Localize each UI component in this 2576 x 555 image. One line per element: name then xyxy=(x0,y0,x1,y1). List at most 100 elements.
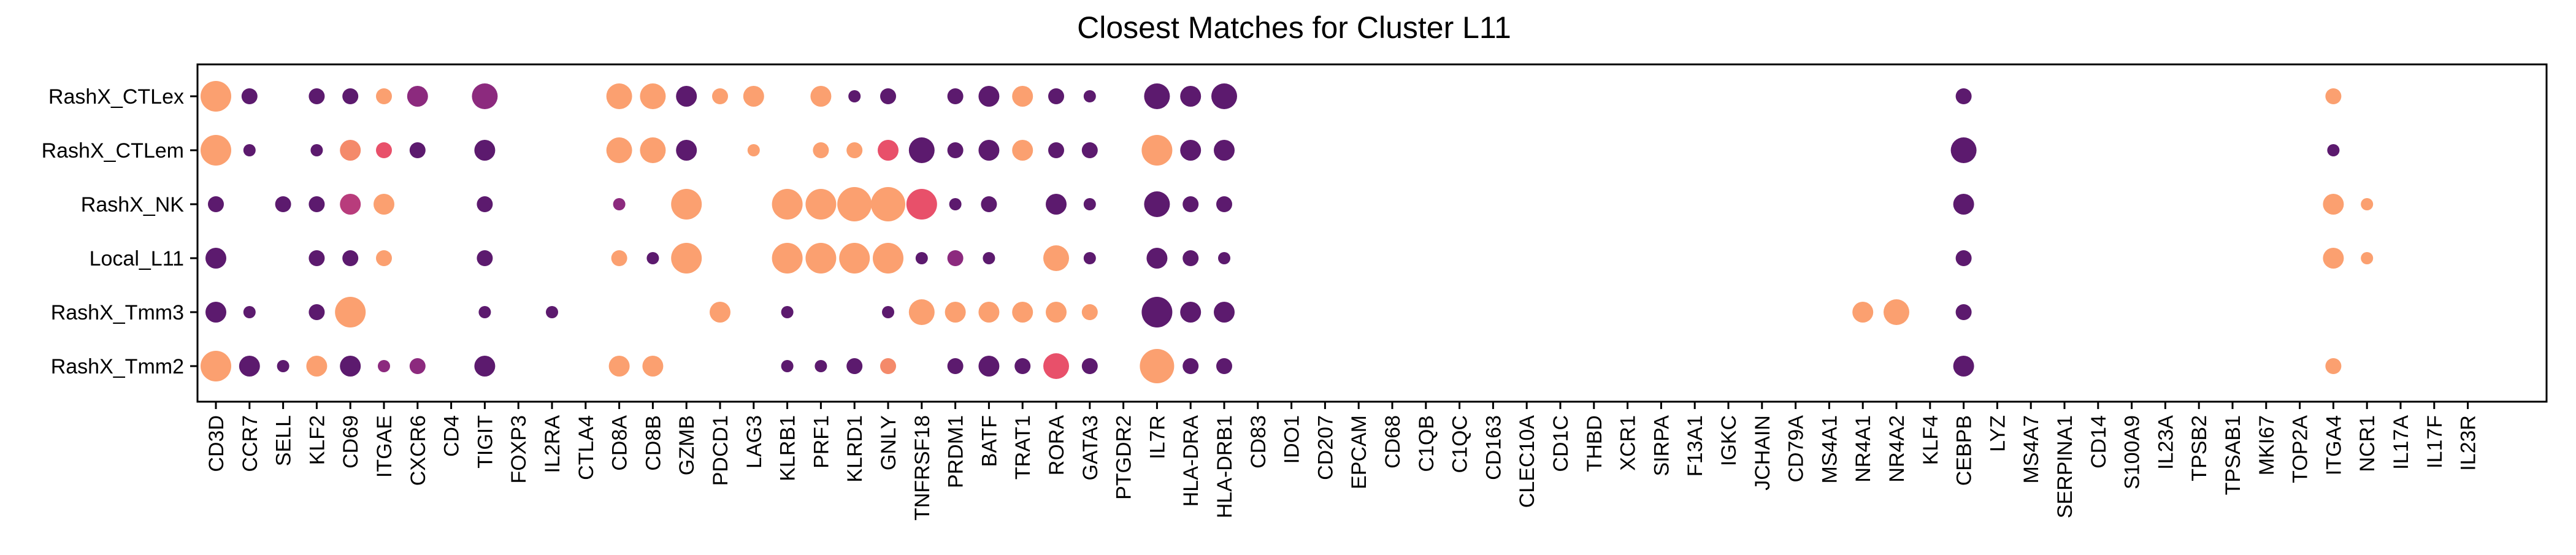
x-tick-label: F13A1 xyxy=(1684,415,1707,477)
dot-Local_L11-ITGAE xyxy=(376,250,392,266)
dot-RashX_CTLem-CD3D xyxy=(201,135,231,166)
x-tick-label: TPSB2 xyxy=(2188,415,2211,481)
x-tick-label: PDCD1 xyxy=(709,415,732,486)
dot-RashX_CTLem-RORA xyxy=(1048,142,1064,158)
x-tick-label: EPCAM xyxy=(1347,415,1371,489)
dot-RashX_CTLem-GATA3 xyxy=(1081,142,1098,158)
x-tick-label: ITGAE xyxy=(373,415,396,478)
dot-RashX_Tmm2-ITGA4 xyxy=(2325,358,2342,374)
x-tick-label: KLF4 xyxy=(1919,415,1942,465)
x-tick-label: NR4A1 xyxy=(1852,415,1875,483)
dot-Local_L11-CD8A xyxy=(611,250,627,266)
dot-RashX_Tmm2-KLRD1 xyxy=(846,358,863,374)
dot-RashX_Tmm2-CCR7 xyxy=(239,356,260,377)
x-tick-label: MKI67 xyxy=(2255,415,2279,475)
x-tick-label: THBD xyxy=(1583,415,1606,472)
x-tick-label: CD69 xyxy=(339,415,362,469)
dot-RashX_CTLem-TIGIT xyxy=(474,140,496,161)
dot-RashX_Tmm2-KLRB1 xyxy=(781,360,794,372)
dot-Local_L11-KLRD1 xyxy=(839,243,870,274)
dot-RashX_Tmm2-IL7R xyxy=(1140,349,1175,383)
x-tick-label: IDO1 xyxy=(1281,415,1304,464)
dot-RashX_Tmm3-HLA-DRB1 xyxy=(1214,302,1235,323)
dot-RashX_CTLem-IL7R xyxy=(1141,135,1173,166)
x-tick-label: IGKC xyxy=(1717,415,1741,466)
x-tick-label: SELL xyxy=(272,415,296,466)
dot-RashX_CTLem-GNLY xyxy=(878,140,899,161)
x-tick-label: KLRB1 xyxy=(776,415,800,481)
dot-RashX_Tmm2-GATA3 xyxy=(1081,358,1098,374)
dot-RashX_Tmm2-TIGIT xyxy=(474,356,496,377)
dot-RashX_CTLex-GZMB xyxy=(676,86,697,107)
dot-RashX_Tmm3-IL7R xyxy=(1141,297,1173,327)
dot-RashX_Tmm3-IL2RA xyxy=(546,306,558,318)
x-tick-label: PTGDR2 xyxy=(1113,415,1136,500)
dot-RashX_CTLem-BATF xyxy=(978,140,1000,161)
dot-RashX_CTLem-CEBPB xyxy=(1950,137,1977,163)
x-tick-label: IL7R xyxy=(1146,415,1169,459)
dot-RashX_Tmm2-TRAT1 xyxy=(1014,358,1031,374)
x-tick-label: KLF2 xyxy=(305,415,329,465)
dot-Local_L11-BATF xyxy=(983,252,995,264)
x-tick-label: HLA-DRA xyxy=(1179,415,1203,507)
dot-Local_L11-HLA-DRA xyxy=(1183,250,1199,266)
dot-RashX_Tmm2-KLF2 xyxy=(306,356,328,377)
dot-RashX_CTLex-GNLY xyxy=(880,88,896,104)
dot-RashX_NK-HLA-DRA xyxy=(1183,196,1199,212)
dot-RashX_Tmm2-ITGAE xyxy=(378,360,390,372)
x-tick-label: JCHAIN xyxy=(1751,415,1774,491)
x-tick-label: CD14 xyxy=(2087,415,2110,469)
dot-RashX_Tmm3-TNFRSF18 xyxy=(908,299,935,325)
x-tick-label: RORA xyxy=(1045,415,1068,476)
dot-RashX_Tmm3-NR4A1 xyxy=(1852,302,1874,323)
dot-RashX_Tmm3-GATA3 xyxy=(1081,304,1098,320)
x-tick-label: TRAT1 xyxy=(1011,415,1035,480)
x-tick-label: CD3D xyxy=(205,415,228,472)
dot-RashX_Tmm3-CD3D xyxy=(205,302,226,323)
dot-RashX_CTLem-PRF1 xyxy=(813,142,829,158)
dot-RashX_Tmm2-CD8A xyxy=(608,356,630,377)
x-tick-label: IL23A xyxy=(2154,415,2177,470)
x-tick-label: MS4A7 xyxy=(2020,415,2043,484)
dot-RashX_CTLex-CEBPB xyxy=(1955,88,1972,104)
x-tick-label: IL2RA xyxy=(541,415,564,473)
x-tick-label: NR4A2 xyxy=(1885,415,1909,483)
dot-Local_L11-TIGIT xyxy=(477,250,493,266)
dot-RashX_Tmm3-CEBPB xyxy=(1955,304,1972,320)
dot-Local_L11-CD69 xyxy=(342,250,359,266)
x-tick-label: TPSAB1 xyxy=(2221,415,2245,495)
x-tick-label: S100A9 xyxy=(2121,415,2144,489)
dot-RashX_NK-SELL xyxy=(275,196,291,212)
dot-RashX_NK-KLRD1 xyxy=(837,187,872,221)
dot-RashX_Tmm2-RORA xyxy=(1043,353,1069,379)
dot-layer xyxy=(201,81,2374,383)
dot-Local_L11-KLRB1 xyxy=(772,243,803,274)
dot-RashX_Tmm2-PRDM1 xyxy=(947,358,964,374)
dot-RashX_Tmm2-HLA-DRB1 xyxy=(1216,358,1232,374)
dot-RashX_CTLem-CXCR6 xyxy=(409,142,426,158)
x-tick-label: IL23R xyxy=(2457,415,2480,471)
dot-RashX_NK-GZMB xyxy=(671,189,702,220)
dot-RashX_CTLem-HLA-DRA xyxy=(1180,140,1202,161)
dot-Local_L11-PRDM1 xyxy=(947,250,964,266)
x-tick-label: CEBPB xyxy=(1953,415,1976,486)
dot-RashX_Tmm3-BATF xyxy=(978,302,1000,323)
dot-RashX_CTLem-CD8B xyxy=(640,137,666,163)
x-tick-label: TIGIT xyxy=(473,415,497,469)
dot-RashX_CTLex-PRF1 xyxy=(810,86,832,107)
dot-RashX_CTLem-CCR7 xyxy=(243,144,256,156)
dot-RashX_NK-TIGIT xyxy=(477,196,493,212)
dot-RashX_Tmm3-RORA xyxy=(1046,302,1067,323)
dot-RashX_CTLex-BATF xyxy=(978,86,1000,107)
dot-RashX_NK-CD3D xyxy=(208,196,224,212)
dot-RashX_NK-CEBPB xyxy=(1953,194,1974,215)
dot-Local_L11-CD8B xyxy=(646,252,659,264)
x-tick-label: GNLY xyxy=(877,415,900,470)
dot-RashX_Tmm2-CD8B xyxy=(642,356,664,377)
y-tick-label: RashX_Tmm3 xyxy=(51,301,184,324)
dot-RashX_NK-PRDM1 xyxy=(949,198,962,210)
x-tick-label: CD4 xyxy=(440,415,464,457)
dot-RashX_Tmm3-TRAT1 xyxy=(1012,302,1033,323)
